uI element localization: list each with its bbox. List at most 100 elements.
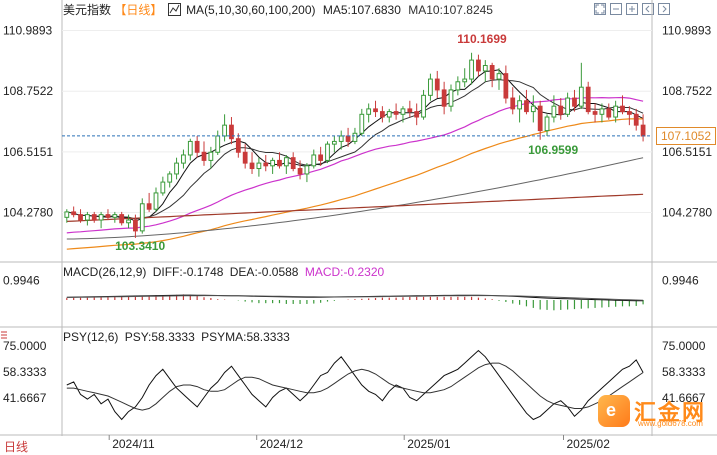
- candle-body: [434, 78, 440, 91]
- candle-body: [345, 135, 351, 142]
- candle-body: [379, 111, 385, 118]
- candle-body: [229, 124, 234, 140]
- candle-body: [489, 65, 495, 80]
- candle-body: [325, 143, 330, 161]
- psy-tick-left: 58.3333: [3, 365, 47, 379]
- candle-body: [503, 73, 509, 99]
- macd-header: MACD(26,12,9) DIFF:-0.1748 DEA:-0.0588 M…: [63, 265, 384, 279]
- psy-label[interactable]: PSY(12,6): [63, 330, 119, 344]
- fullscreen-icon[interactable]: [594, 3, 606, 15]
- x-tick-label: 2025/01: [407, 437, 451, 451]
- candle-body: [448, 89, 454, 107]
- candle-body: [400, 108, 406, 115]
- x-tick-label: 2025/02: [567, 437, 611, 451]
- candle-body: [455, 81, 461, 91]
- extreme-label: 103.3410: [115, 239, 165, 253]
- candle-body: [428, 78, 433, 96]
- candle-body: [283, 157, 289, 167]
- psy-tick-right: 58.3333: [662, 365, 706, 379]
- candle-body: [256, 162, 262, 170]
- price-tick-left: 106.5151: [3, 145, 53, 159]
- price-tick-left: 108.7522: [3, 84, 53, 98]
- candle-body: [462, 78, 468, 83]
- candle-body: [167, 173, 173, 183]
- psy-tick-right: 75.0000: [662, 339, 706, 353]
- candle-body: [297, 168, 303, 175]
- candle-body: [620, 105, 625, 113]
- candle-body: [71, 211, 77, 216]
- candle-body: [181, 154, 186, 164]
- candle-body: [84, 214, 90, 221]
- period-label[interactable]: 【日线】: [114, 3, 163, 17]
- ma-toggle-icon[interactable]: [167, 3, 181, 16]
- psyma-line: [66, 362, 644, 411]
- candle-body: [126, 219, 131, 224]
- ma200-line: [66, 193, 644, 222]
- ma100-line: [66, 157, 644, 240]
- candle-body: [476, 59, 481, 72]
- macd-diff: DIFF:-0.1748: [152, 265, 224, 279]
- psy-tick-left: 41.6667: [3, 391, 47, 405]
- candle-body: [160, 181, 166, 194]
- macd-label[interactable]: MACD(26,12,9): [63, 265, 147, 279]
- candle-body: [441, 89, 447, 107]
- candle-body: [366, 108, 372, 115]
- candle-body: [537, 105, 543, 132]
- scroll-right-icon[interactable]: [658, 3, 670, 15]
- psy-header: PSY(12,6) PSY:58.3333 PSYMA:58.3333: [63, 330, 290, 344]
- candle-body: [331, 140, 337, 145]
- zoom-in-icon[interactable]: [626, 3, 638, 15]
- candle-body: [373, 108, 378, 113]
- candle-body: [633, 113, 639, 126]
- candle-body: [386, 111, 392, 118]
- candle-body: [98, 214, 104, 221]
- candle-body: [263, 162, 269, 167]
- psy-value: PSY:58.3333: [124, 330, 195, 344]
- chart-header: 美元指数 【日线】 MA(5,10,30,60,100,200) MA5:107…: [63, 3, 493, 17]
- candle-body: [578, 86, 584, 107]
- logo-name: 汇金网: [634, 400, 707, 425]
- candle-body: [78, 214, 83, 221]
- x-tick-label: 2024/11: [112, 437, 155, 451]
- candle-body: [215, 135, 221, 153]
- resize-handle-icon[interactable]: [0, 326, 8, 339]
- candle-body: [572, 97, 577, 107]
- x-tick-label: 2024/12: [260, 437, 304, 451]
- footer-period[interactable]: 日线: [4, 440, 29, 454]
- candle-body: [311, 154, 317, 167]
- candle-body: [510, 97, 516, 110]
- candle-body: [242, 151, 248, 164]
- candle-body: [174, 162, 179, 175]
- candle-body: [565, 97, 571, 115]
- candle-body: [359, 113, 365, 134]
- candle-body: [208, 151, 214, 161]
- candle-body: [119, 214, 125, 224]
- ma30-line: [66, 96, 644, 234]
- candle-body: [606, 108, 612, 118]
- candle-body: [277, 159, 282, 167]
- ma-settings-label[interactable]: MA(5,10,30,60,100,200): [186, 3, 316, 17]
- candle-body: [139, 203, 145, 232]
- candle-body: [194, 140, 200, 153]
- candle-body: [626, 111, 632, 115]
- candle-body: [338, 135, 344, 142]
- candle-body: [290, 157, 296, 170]
- candle-body: [414, 111, 420, 118]
- gold678-logo: e 汇金网 www.gold678.com: [598, 393, 712, 429]
- candle-body: [469, 59, 474, 80]
- candle-body: [530, 105, 536, 113]
- zoom-out-icon[interactable]: [610, 3, 622, 15]
- scroll-left-icon[interactable]: [642, 3, 654, 15]
- candle-body: [544, 116, 550, 132]
- logo-badge-icon: e: [598, 395, 630, 427]
- extreme-label: 106.9599: [528, 143, 578, 157]
- candle-body: [270, 159, 276, 167]
- candle-body: [558, 105, 564, 115]
- candle-body: [421, 94, 426, 118]
- candle-body: [352, 132, 358, 142]
- price-tick-right: 110.9893: [662, 24, 711, 38]
- price-tick-right: 108.7522: [662, 84, 712, 98]
- candle-body: [551, 105, 557, 118]
- psy-tick-left: 75.0000: [3, 339, 47, 353]
